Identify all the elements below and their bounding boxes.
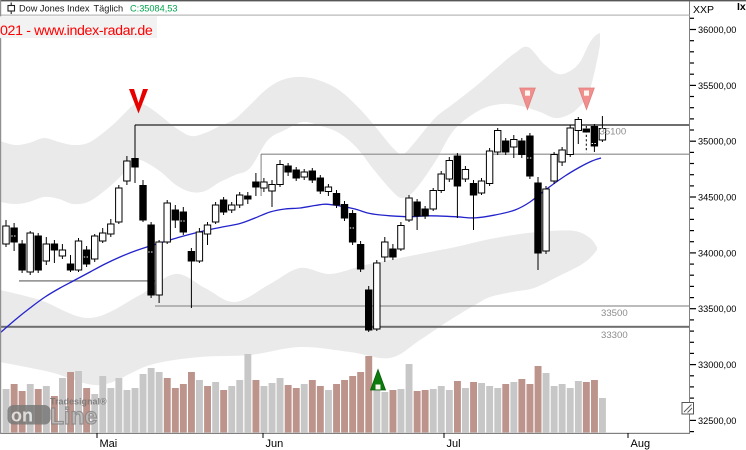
svg-text:Tradesignal®: Tradesignal® <box>50 397 107 407</box>
svg-text:35100: 35100 <box>600 127 627 138</box>
svg-text:Line: Line <box>50 403 97 429</box>
svg-text:C:35084,53: C:35084,53 <box>130 3 178 13</box>
svg-text:36000,00: 36000,00 <box>698 25 736 35</box>
svg-text:Ix: Ix <box>737 1 746 13</box>
svg-text:32500,00: 32500,00 <box>698 416 736 426</box>
svg-text:33300: 33300 <box>601 330 628 341</box>
svg-text:Täglich: Täglich <box>94 3 124 13</box>
svg-text:Dow Jones Index: Dow Jones Index <box>19 3 90 13</box>
svg-text:33500,00: 33500,00 <box>698 304 736 314</box>
svg-text:021 - www.index-radar.de: 021 - www.index-radar.de <box>0 23 153 39</box>
svg-text:34000,00: 34000,00 <box>698 248 736 258</box>
svg-text:Jul: Jul <box>447 438 461 450</box>
svg-text:on: on <box>11 406 33 426</box>
svg-text:35500,00: 35500,00 <box>698 81 736 91</box>
svg-text:Mai: Mai <box>100 438 118 450</box>
svg-text:Aug: Aug <box>631 438 651 450</box>
svg-text:33500: 33500 <box>601 308 628 319</box>
svg-text:35000,00: 35000,00 <box>698 137 736 147</box>
svg-text:Jun: Jun <box>266 438 284 450</box>
svg-text:33000,00: 33000,00 <box>698 360 736 370</box>
svg-text:34500,00: 34500,00 <box>698 193 736 203</box>
svg-text:XXP: XXP <box>693 4 714 16</box>
